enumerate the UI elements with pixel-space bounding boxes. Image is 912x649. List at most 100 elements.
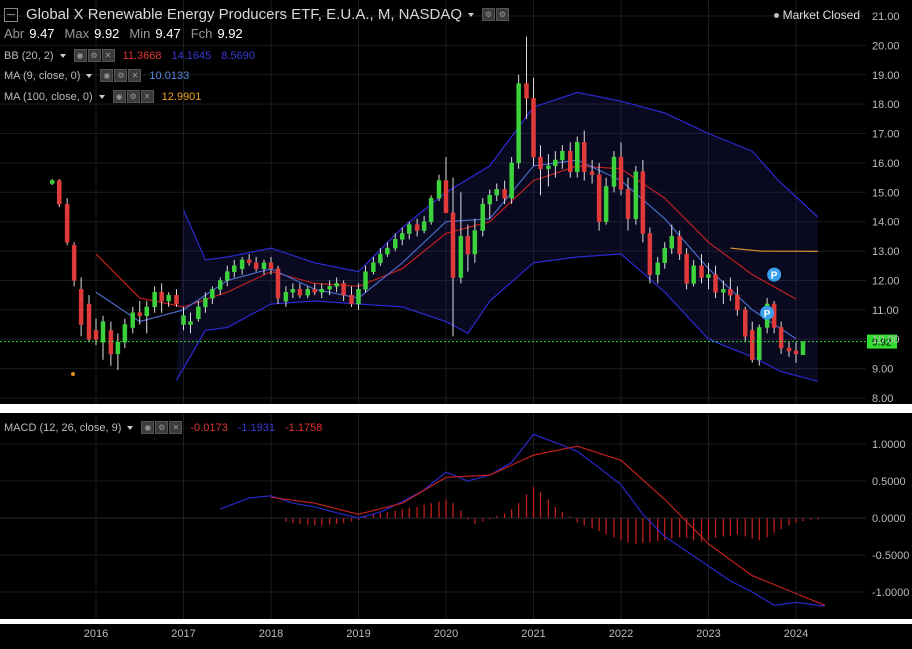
macd-line	[220, 433, 825, 607]
candle-body	[78, 289, 84, 325]
price-axis-tick: 12.00	[872, 275, 900, 287]
candle-body	[568, 150, 573, 172]
low-key: Min	[129, 26, 151, 41]
candle-body	[611, 156, 617, 187]
candle-body	[137, 312, 142, 316]
bb-legend[interactable]: BB (20, 2) ◉ ⚙ ✕ 11.3668 14.1645 8.5690	[4, 49, 255, 62]
candle-body	[443, 180, 449, 214]
candle-body	[64, 203, 70, 243]
candle-body	[305, 289, 310, 296]
candle-body	[487, 194, 492, 205]
candle-body	[458, 236, 464, 278]
close-icon[interactable]: ✕	[128, 69, 142, 82]
candle-body	[246, 259, 252, 264]
candle-body	[669, 236, 674, 249]
candle-body	[181, 315, 186, 325]
ma9-legend[interactable]: MA (9, close, 0) ◉ ⚙ ✕ 10.0133	[4, 69, 189, 82]
ma9-value: 10.0133	[149, 69, 190, 82]
chevron-down-icon[interactable]	[86, 73, 93, 78]
close-icon[interactable]: ✕	[169, 421, 183, 434]
gear-icon[interactable]: ⚙	[87, 49, 101, 62]
price-axis-tick: 16.00	[872, 158, 900, 170]
symbol-menu-icon[interactable]	[4, 7, 18, 22]
eye-icon[interactable]: ◉	[73, 49, 87, 62]
close-value: 9.92	[217, 26, 243, 41]
eye-icon[interactable]: ◉	[100, 69, 114, 82]
bb-controls: ◉ ⚙ ✕	[73, 49, 115, 62]
candle-body	[640, 171, 646, 234]
candle-body	[86, 303, 92, 340]
gear-icon[interactable]: ⚙	[482, 8, 496, 21]
price-axis-tick: 11.00	[872, 305, 899, 317]
time-axis-tick: 2021	[521, 628, 545, 640]
bb-upper-line	[182, 91, 819, 273]
open-value: 9.47	[29, 26, 55, 41]
close-icon[interactable]: ✕	[140, 90, 154, 103]
candle-body	[144, 306, 149, 316]
candle-body	[465, 236, 471, 255]
eye-icon[interactable]: ◉	[112, 90, 126, 103]
eye-icon[interactable]: ◉	[141, 421, 155, 434]
candle-body	[596, 174, 602, 222]
candle-body	[93, 330, 99, 340]
title-controls: ⚙ ⚙	[482, 8, 510, 21]
macd-controls: ◉ ⚙ ✕	[141, 421, 183, 434]
chevron-down-icon[interactable]	[98, 94, 105, 99]
candle-body	[633, 171, 639, 220]
chevron-down-icon[interactable]	[59, 53, 66, 58]
candle-body	[188, 321, 193, 325]
bb-label[interactable]: BB (20, 2)	[4, 49, 54, 62]
ma9-label[interactable]: MA (9, close, 0)	[4, 69, 81, 82]
candle-body	[115, 341, 121, 355]
settings-icon[interactable]: ⚙	[496, 8, 510, 21]
market-status-text: Market Closed	[782, 8, 860, 22]
candle-body	[218, 280, 223, 290]
gear-icon[interactable]: ⚙	[155, 421, 169, 434]
candle-body	[531, 98, 536, 158]
macd-axis-tick: -0.5000	[872, 550, 909, 562]
candle-body	[743, 309, 748, 337]
price-axis-tick: 21.00	[872, 11, 900, 23]
macd-legend[interactable]: MACD (12, 26, close, 9) ◉ ⚙ ✕ -0.0173 -1.1…	[4, 421, 322, 434]
candle-body	[414, 224, 420, 231]
candle-body	[502, 189, 507, 199]
candle-body	[706, 274, 711, 278]
macd-value-hist: -0.0173	[190, 421, 228, 434]
candle-body	[275, 268, 281, 299]
candle-body	[261, 262, 267, 269]
ma100-label[interactable]: MA (100, close, 0)	[4, 90, 93, 103]
chevron-down-icon[interactable]	[468, 12, 475, 17]
gear-icon[interactable]: ⚙	[114, 69, 128, 82]
ma100-legend[interactable]: MA (100, close, 0) ◉ ⚙ ✕ 12.9901	[4, 90, 201, 103]
close-icon[interactable]: ✕	[101, 49, 115, 62]
bb-lower-line	[175, 253, 819, 382]
candle-body	[57, 180, 62, 205]
candle-body	[699, 265, 704, 278]
chevron-down-icon[interactable]	[127, 425, 134, 430]
candle-body	[750, 330, 755, 361]
price-axis-tick: 9.00	[872, 364, 893, 376]
candle-body	[647, 233, 653, 275]
symbol-title[interactable]: Global X Renewable Energy Producers ETF,…	[26, 6, 463, 23]
macd-label[interactable]: MACD (12, 26, close, 9)	[4, 421, 122, 434]
price-axis-tick: 10.00	[872, 334, 900, 346]
macd-axis-tick: -1.0000	[872, 587, 909, 599]
time-axis-tick: 2023	[696, 628, 720, 640]
price-axis-tick: 15.00	[872, 187, 900, 199]
candle-body	[509, 162, 514, 199]
candle-body	[480, 203, 485, 231]
gear-icon[interactable]: ⚙	[126, 90, 140, 103]
candle-body	[71, 244, 77, 281]
candle-body	[728, 289, 733, 296]
macd-value-signal: -1.1758	[285, 421, 323, 434]
candle-body	[603, 186, 609, 222]
candle-body	[159, 291, 164, 302]
candle-body	[297, 289, 303, 296]
candle-body	[356, 289, 361, 305]
symbol-title-row[interactable]: Global X Renewable Energy Producers ETF,…	[4, 6, 513, 23]
pane-separator	[0, 404, 912, 413]
candle-body	[662, 247, 667, 264]
candle-body	[538, 156, 543, 170]
